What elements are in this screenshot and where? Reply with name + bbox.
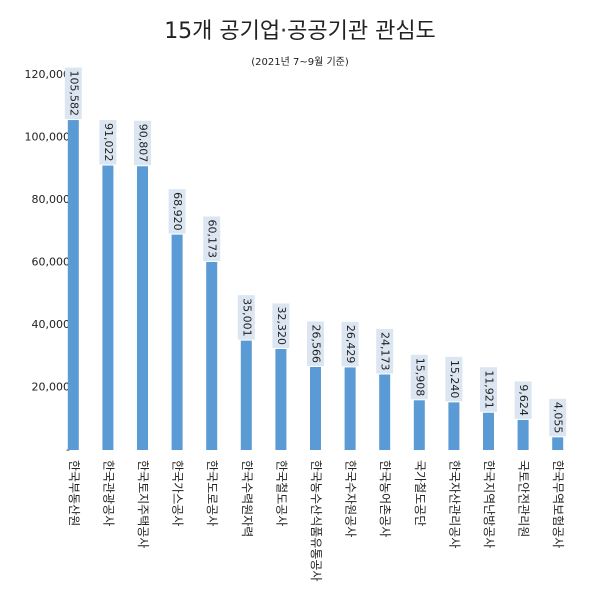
x-tick-label: 한국수력원자력	[240, 460, 254, 537]
value-label: 90,807	[137, 124, 150, 163]
value-label-bg	[99, 120, 117, 165]
value-label-group: 26,566	[307, 321, 324, 366]
x-tick-label: 한국농어촌공사	[378, 460, 392, 537]
value-label-group: 15,908	[410, 354, 428, 400]
value-label-bg	[307, 321, 324, 366]
x-tick-label: 국가철도공단	[413, 460, 427, 526]
value-label-group: 4,055	[549, 398, 567, 437]
value-label: 105,582	[67, 71, 80, 117]
value-label-bg	[410, 354, 428, 400]
value-label: 35,001	[240, 298, 253, 337]
value-label: 32,320	[275, 307, 288, 346]
chart-subtitle: (2021년 7~9월 기준)	[251, 56, 349, 68]
x-tick-label: 한국토지주택공사	[136, 460, 150, 548]
x-tick-label: 한국부동산원	[67, 460, 81, 526]
x-tick-label: 한국지역난방공사	[482, 460, 496, 548]
x-tick-label: 한국가스공사	[171, 460, 185, 526]
x-tick-label: 한국수자원공사	[344, 460, 358, 537]
bar	[240, 340, 252, 450]
value-label-bg	[341, 321, 359, 367]
value-label-group: 15,240	[445, 356, 463, 402]
value-label-group: 9,624	[514, 381, 532, 419]
x-tick-label: 한국도로공사	[205, 460, 219, 526]
bar	[275, 349, 287, 450]
bar	[517, 419, 529, 450]
value-label-group: 90,807	[134, 120, 151, 166]
bar	[67, 120, 79, 451]
bar	[206, 261, 218, 450]
chart-title: 15개 공기업·공공기관 관심도	[164, 19, 436, 44]
value-label-bg	[480, 367, 497, 412]
value-label: 24,173	[379, 332, 392, 371]
bar	[413, 400, 425, 450]
value-label-bg	[445, 356, 463, 402]
value-label-bg	[237, 295, 255, 340]
bar	[483, 412, 494, 450]
value-label: 15,240	[448, 360, 461, 399]
x-tick-label: 한국자산관리공사	[447, 460, 461, 548]
x-tick-label: 한국관광공사	[101, 460, 115, 526]
y-tick-label: 120,000	[25, 68, 71, 81]
value-label: 11,921	[483, 370, 496, 409]
bar	[552, 437, 564, 450]
y-tick-label: 100,000	[25, 131, 71, 144]
value-label-group: 105,582	[64, 67, 82, 120]
value-label-group: 35,001	[237, 295, 255, 340]
value-label-bg	[376, 328, 394, 374]
value-label: 26,429	[344, 325, 357, 364]
value-label-group: 24,173	[376, 328, 394, 374]
value-label-bg	[134, 120, 151, 166]
value-label: 68,920	[171, 192, 184, 231]
y-tick-label: 40,000	[32, 318, 71, 331]
bar	[310, 366, 321, 450]
value-label: 60,173	[206, 219, 219, 258]
y-tick-label: 60,000	[32, 256, 71, 269]
value-label-group: 26,429	[341, 321, 359, 367]
x-tick-label: 국토안전관리원	[517, 460, 531, 537]
value-label: 26,566	[310, 324, 323, 363]
y-tick-label: 80,000	[32, 193, 71, 206]
value-label-bg	[64, 67, 82, 120]
value-label-group: 11,921	[480, 367, 497, 412]
bar	[102, 165, 114, 450]
bar	[448, 402, 460, 450]
value-label-group: 32,320	[272, 303, 290, 348]
x-tick-label: 한국무역보험공사	[551, 460, 565, 548]
value-label: 4,055	[552, 402, 565, 434]
value-label-bg	[549, 398, 567, 437]
value-label-bg	[203, 216, 221, 261]
value-label: 91,022	[102, 123, 115, 162]
bar	[344, 367, 356, 450]
value-label-group: 60,173	[203, 216, 221, 261]
value-label: 15,908	[413, 358, 426, 397]
value-label-bg	[168, 189, 186, 234]
x-tick-label: 한국철도공사	[274, 460, 288, 526]
y-tick-label: 20,000	[32, 381, 71, 394]
value-label-group: 91,022	[99, 120, 117, 165]
value-label-bg	[514, 381, 532, 419]
bar	[379, 374, 391, 450]
bar	[137, 166, 148, 450]
value-label-bg	[272, 303, 290, 348]
value-label-group: 68,920	[168, 189, 186, 234]
value-label: 9,624	[517, 384, 530, 416]
bar	[171, 234, 183, 450]
x-tick-label: 한국농수산식품유통공사	[309, 460, 323, 581]
